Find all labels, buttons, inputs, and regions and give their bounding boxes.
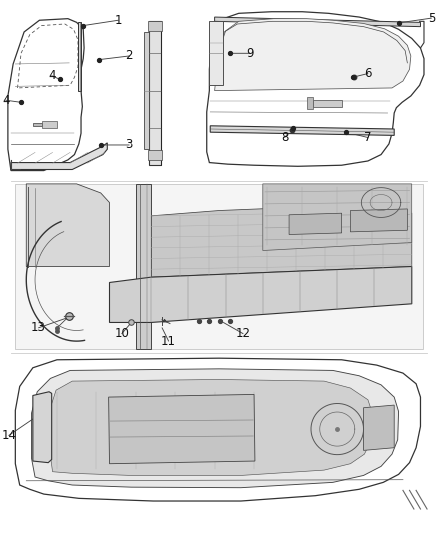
Polygon shape <box>15 184 423 349</box>
Polygon shape <box>350 209 407 232</box>
Polygon shape <box>364 405 394 450</box>
Polygon shape <box>209 21 223 85</box>
Polygon shape <box>148 21 162 31</box>
Text: 1: 1 <box>114 14 122 27</box>
Polygon shape <box>26 184 110 266</box>
Text: 3: 3 <box>126 139 133 151</box>
Polygon shape <box>110 266 412 322</box>
Polygon shape <box>32 369 399 488</box>
Polygon shape <box>136 184 151 349</box>
Polygon shape <box>144 32 149 149</box>
Polygon shape <box>11 143 107 169</box>
Polygon shape <box>149 21 161 165</box>
Polygon shape <box>313 100 342 107</box>
Text: 10: 10 <box>114 327 129 340</box>
Text: 6: 6 <box>364 67 372 80</box>
Polygon shape <box>148 150 162 160</box>
Text: 9: 9 <box>246 47 254 60</box>
Polygon shape <box>307 97 313 109</box>
Text: 12: 12 <box>236 327 251 340</box>
Polygon shape <box>289 213 342 235</box>
Polygon shape <box>33 392 52 463</box>
Text: 14: 14 <box>1 429 16 442</box>
Polygon shape <box>78 22 81 91</box>
Polygon shape <box>215 19 411 91</box>
Text: 7: 7 <box>364 131 372 144</box>
Polygon shape <box>263 184 412 251</box>
Polygon shape <box>109 394 255 464</box>
Polygon shape <box>42 121 57 128</box>
Text: 11: 11 <box>161 335 176 348</box>
Polygon shape <box>210 126 394 135</box>
Text: 4: 4 <box>48 69 56 82</box>
Text: 4: 4 <box>2 94 10 107</box>
Polygon shape <box>50 379 372 475</box>
Text: 8: 8 <box>281 131 288 144</box>
Polygon shape <box>151 208 412 277</box>
Text: 2: 2 <box>125 50 133 62</box>
Polygon shape <box>215 17 420 27</box>
Text: 13: 13 <box>31 321 46 334</box>
Polygon shape <box>33 123 42 126</box>
Text: 5: 5 <box>428 12 435 25</box>
